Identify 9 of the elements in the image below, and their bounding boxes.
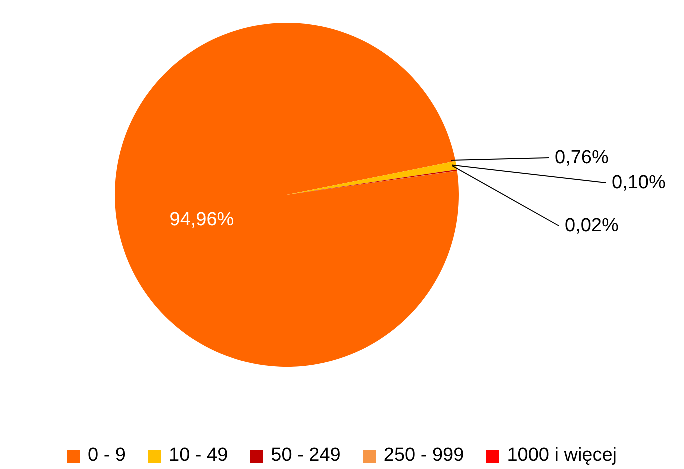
legend-label: 50 - 249 [271, 445, 341, 467]
data-label: 94,96% [170, 210, 234, 230]
legend-label: 10 - 49 [169, 445, 228, 467]
legend-label: 1000 i więcej [507, 445, 618, 467]
data-label: 0,76% [555, 148, 609, 168]
data-label: 0,10% [612, 172, 666, 194]
legend-label: 0 - 9 [88, 445, 126, 467]
legend-label: 250 - 999 [384, 445, 464, 467]
data-label: 0,02% [565, 216, 619, 236]
